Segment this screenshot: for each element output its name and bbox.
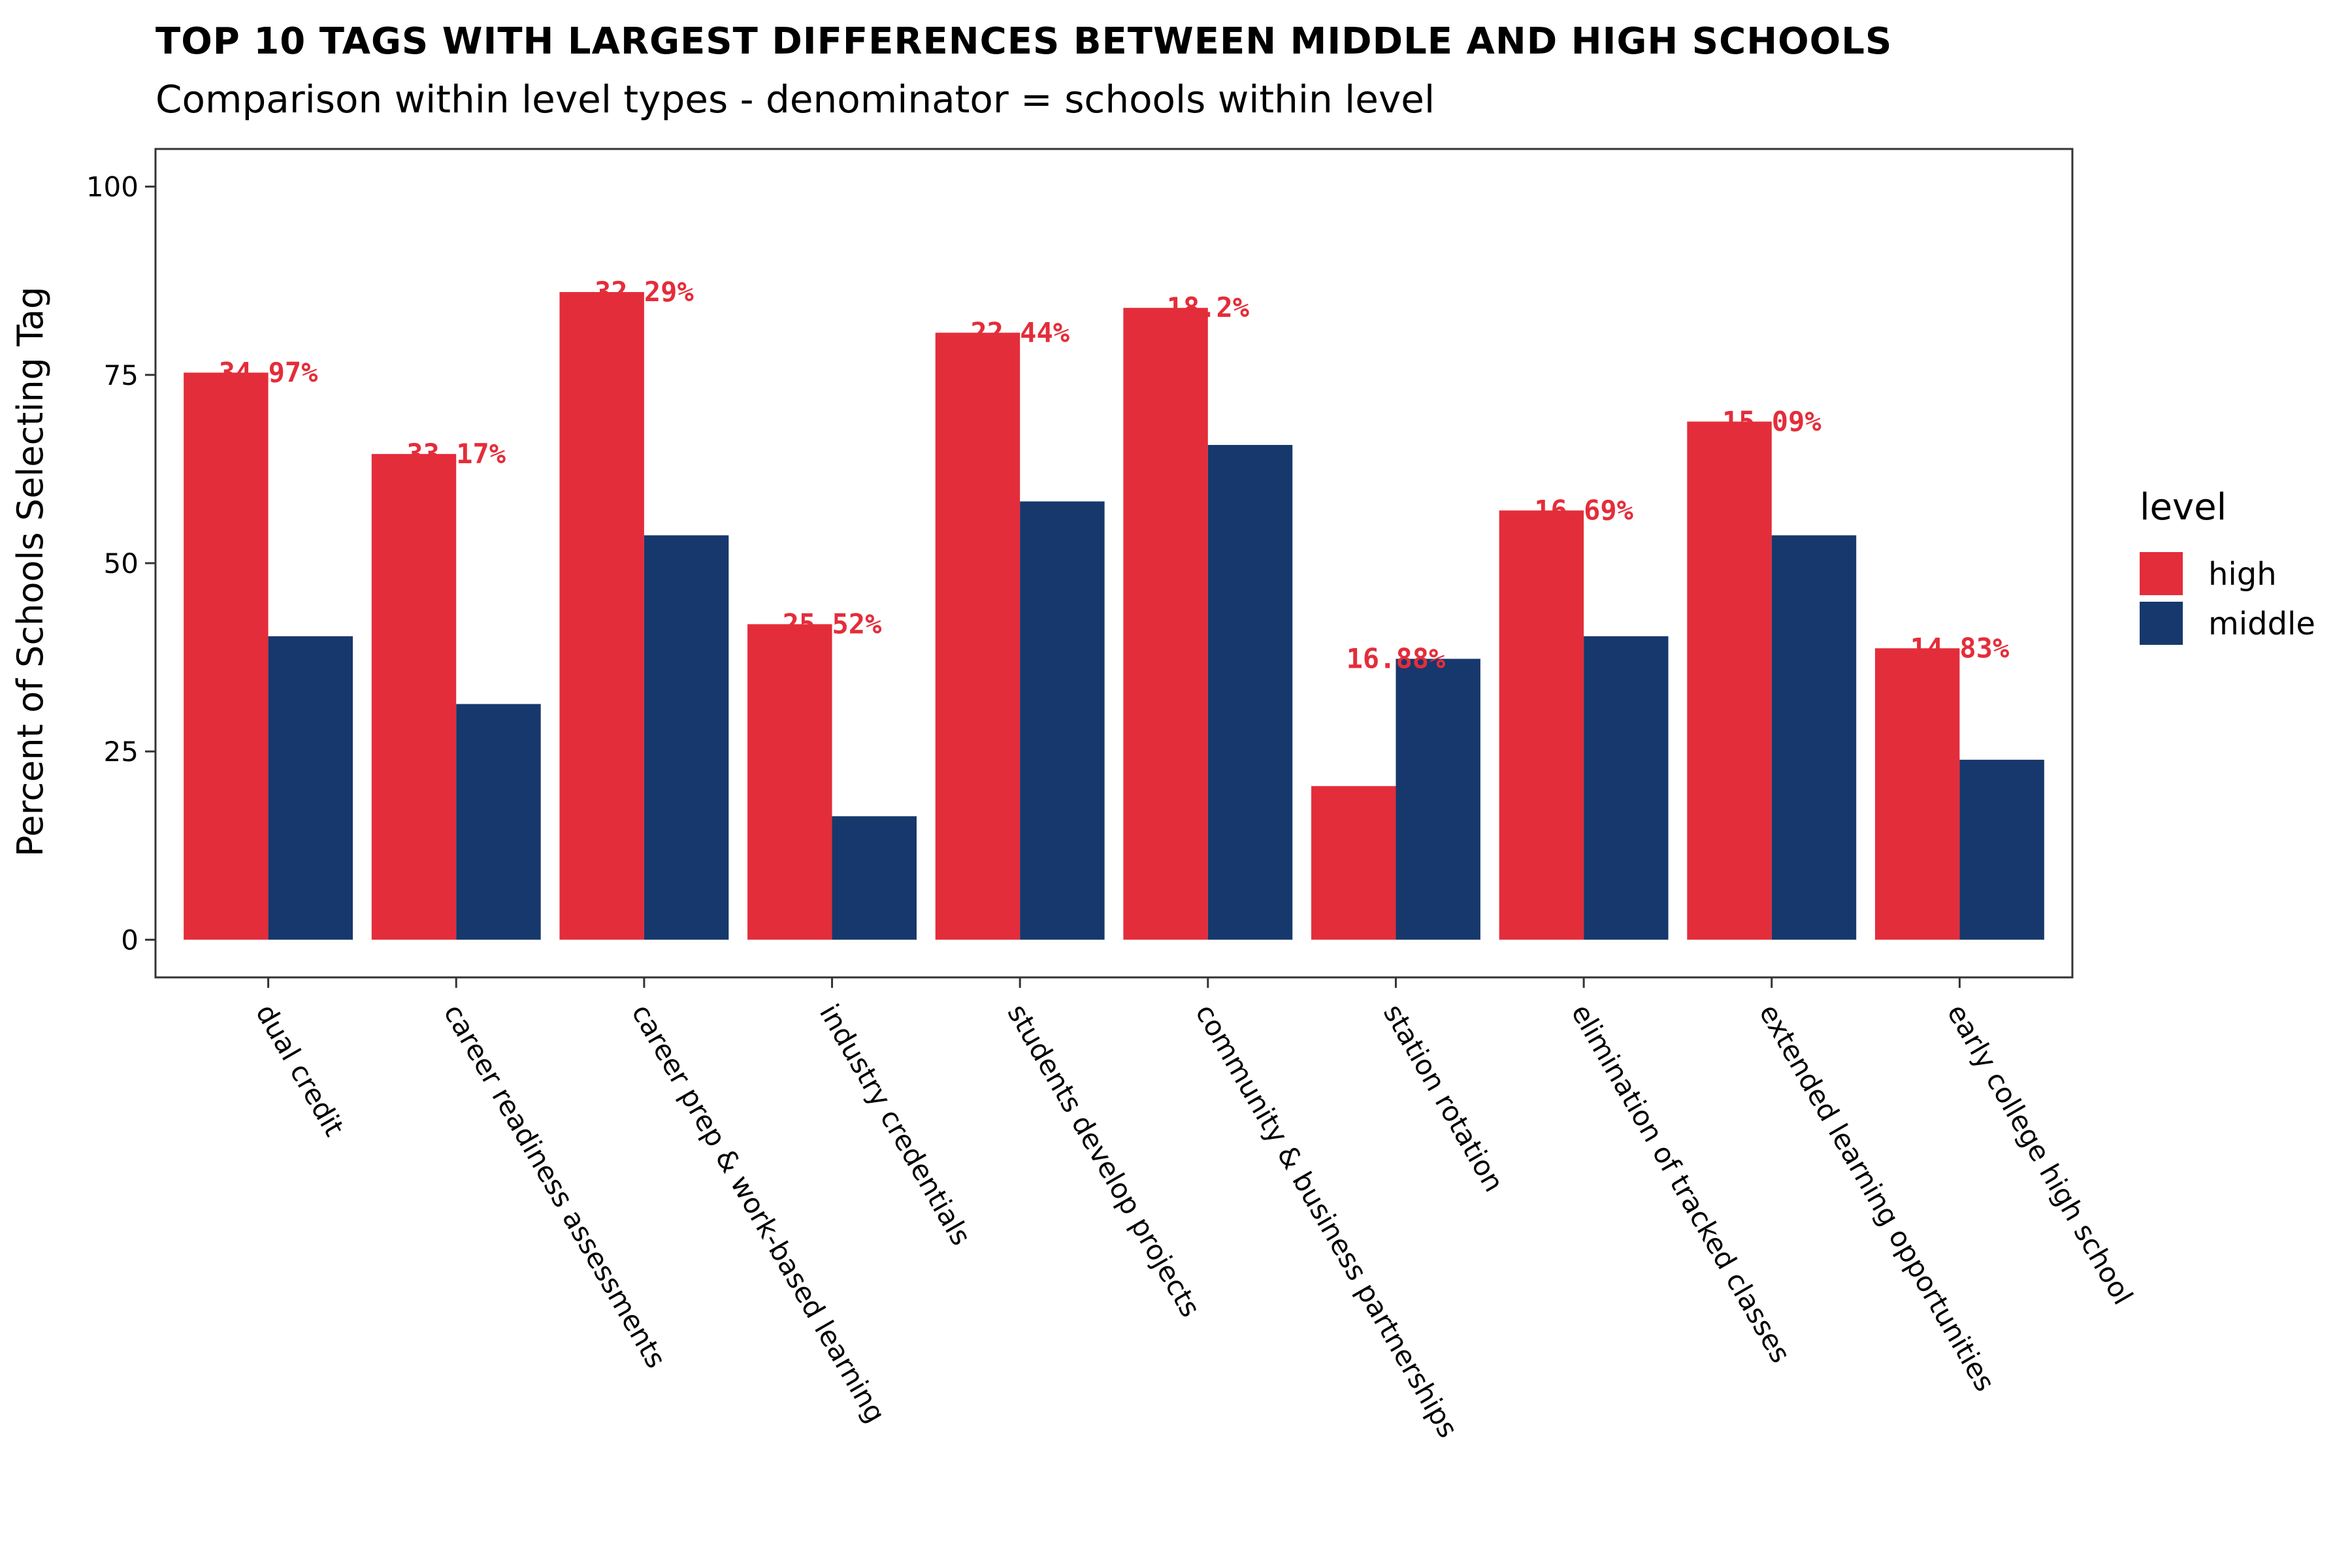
chart-subtitle: Comparison within level types - denomina… (155, 77, 1435, 122)
legend-swatch-middle (2140, 602, 2183, 645)
bar-middle (644, 535, 729, 940)
legend-label-high: high (2208, 556, 2277, 593)
difference-label: 25.52% (783, 608, 882, 640)
legend-label-middle: middle (2208, 606, 2315, 642)
y-tick-label: 100 (86, 171, 139, 203)
legend-title: level (2140, 486, 2227, 529)
bar-high (1687, 421, 1772, 940)
bar-high (935, 333, 1021, 940)
chart-title: TOP 10 TAGS WITH LARGEST DIFFERENCES BET… (155, 20, 1892, 63)
x-tick-label: early college high school (1941, 999, 2139, 1311)
legend: level high middle (2140, 486, 2315, 645)
bar-high (747, 624, 832, 940)
bar-middle (1959, 759, 2044, 940)
difference-label: 14.83% (1910, 632, 2010, 664)
x-tick-label: station rotation (1377, 999, 1511, 1198)
bar-middle (832, 816, 917, 940)
y-tick-label: 0 (121, 924, 139, 956)
difference-label: 16.69% (1534, 494, 1633, 526)
bar-high (1499, 510, 1584, 940)
x-tick-label: career readiness assessments (438, 999, 672, 1374)
x-tick-label: dual credit (250, 999, 350, 1142)
bar-middle (268, 636, 353, 940)
bar-middle (1584, 636, 1669, 940)
x-tick-label: students develop projects (1002, 999, 1207, 1323)
difference-label: 32.29% (595, 276, 694, 308)
plot-area: 0 25 50 75 100 34.97% dual credit 33.17% career … (86, 148, 2139, 1443)
bar-high (1123, 308, 1208, 940)
difference-label: 15.09% (1722, 405, 1821, 437)
bar-middle (456, 704, 541, 940)
y-tick-label: 75 (104, 359, 139, 391)
bar-high (371, 453, 457, 940)
bar-high (184, 372, 269, 940)
bar-middle (1396, 659, 1480, 940)
difference-label: 22.44% (970, 316, 1070, 348)
bar-high (559, 292, 644, 940)
y-axis-title: Percent of Schools Selecting Tag (10, 287, 51, 857)
y-tick-label: 25 (104, 736, 139, 768)
difference-label: 16.88% (1347, 642, 1446, 674)
difference-label: 34.97% (219, 356, 318, 388)
bar-middle (1207, 445, 1293, 940)
difference-label: 18.2% (1167, 291, 1249, 323)
bar-middle (1020, 501, 1105, 940)
bar-high (1874, 648, 1960, 940)
legend-swatch-high (2140, 552, 2183, 595)
difference-label: 33.17% (406, 438, 506, 470)
x-tick-label: industry credentials (813, 999, 977, 1251)
bar-middle (1771, 535, 1857, 940)
x-tick-label: elimination of tracked classes (1565, 999, 1797, 1369)
bar-high (1311, 786, 1396, 940)
y-tick-label: 50 (104, 547, 139, 580)
x-tick-label: extended learning opportunities (1753, 999, 2001, 1397)
